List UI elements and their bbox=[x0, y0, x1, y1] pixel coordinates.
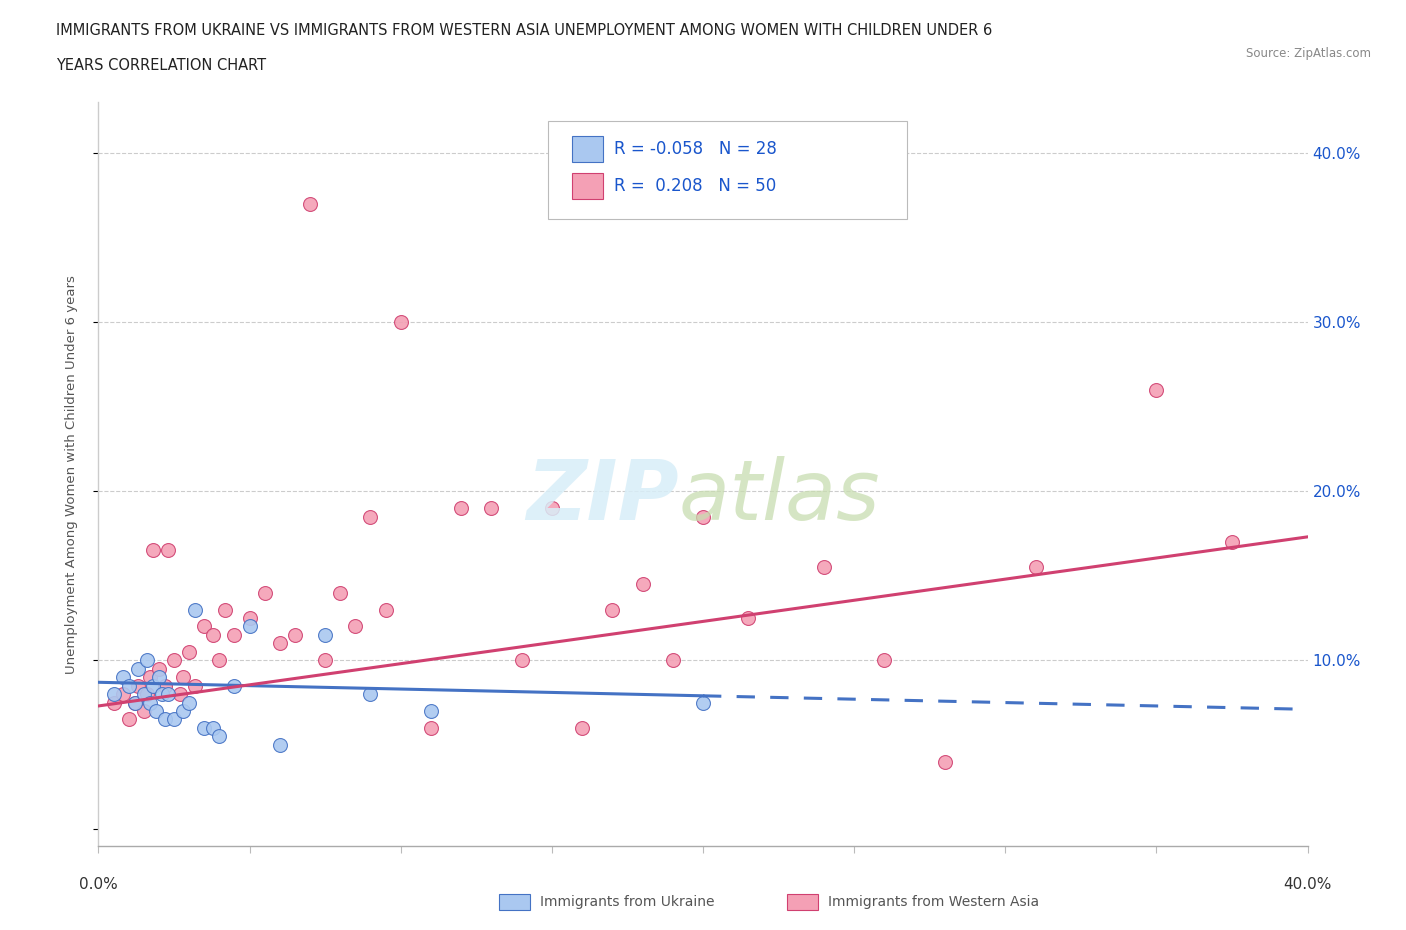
Point bbox=[184, 678, 207, 693]
Point bbox=[111, 670, 134, 684]
Point bbox=[360, 509, 382, 524]
Point bbox=[873, 653, 896, 668]
Point bbox=[172, 670, 194, 684]
Point bbox=[150, 686, 173, 701]
Point bbox=[118, 712, 141, 727]
Point bbox=[344, 619, 367, 634]
Point bbox=[269, 737, 291, 752]
Point bbox=[127, 678, 149, 693]
Point bbox=[813, 560, 835, 575]
Text: 40.0%: 40.0% bbox=[1284, 877, 1331, 892]
Text: 0.0%: 0.0% bbox=[79, 877, 118, 892]
Point bbox=[1144, 382, 1167, 397]
Point bbox=[540, 500, 562, 515]
Point bbox=[202, 628, 225, 643]
Point bbox=[163, 653, 186, 668]
Point bbox=[132, 686, 155, 701]
Point bbox=[156, 686, 179, 701]
Point bbox=[184, 602, 207, 617]
Text: R =  0.208   N = 50: R = 0.208 N = 50 bbox=[614, 177, 776, 195]
Text: Source: ZipAtlas.com: Source: ZipAtlas.com bbox=[1246, 46, 1371, 60]
Point bbox=[1220, 535, 1243, 550]
Point bbox=[420, 704, 443, 719]
Point bbox=[153, 678, 176, 693]
Point bbox=[179, 644, 201, 659]
Point bbox=[450, 500, 472, 515]
Text: Immigrants from Western Asia: Immigrants from Western Asia bbox=[828, 895, 1039, 910]
Point bbox=[481, 500, 503, 515]
Point bbox=[1024, 560, 1046, 575]
Point bbox=[631, 577, 654, 591]
Point bbox=[132, 704, 155, 719]
Point bbox=[224, 628, 246, 643]
Point bbox=[156, 543, 179, 558]
Text: atlas: atlas bbox=[679, 456, 880, 538]
Point bbox=[172, 704, 194, 719]
Point bbox=[208, 729, 231, 744]
Point bbox=[692, 509, 714, 524]
Point bbox=[329, 585, 352, 600]
Point bbox=[239, 619, 262, 634]
Point bbox=[253, 585, 276, 600]
Point bbox=[934, 754, 956, 769]
Point bbox=[214, 602, 236, 617]
Point bbox=[314, 628, 336, 643]
Text: ZIP: ZIP bbox=[526, 456, 679, 538]
Point bbox=[135, 653, 157, 668]
Text: Immigrants from Ukraine: Immigrants from Ukraine bbox=[540, 895, 714, 910]
Point bbox=[202, 721, 225, 736]
Point bbox=[193, 721, 215, 736]
Point bbox=[142, 543, 165, 558]
Point bbox=[314, 653, 336, 668]
Point bbox=[389, 314, 412, 329]
Point bbox=[163, 712, 186, 727]
Point bbox=[135, 686, 157, 701]
Point bbox=[148, 670, 170, 684]
Point bbox=[299, 196, 322, 211]
Text: YEARS CORRELATION CHART: YEARS CORRELATION CHART bbox=[56, 58, 266, 73]
Point bbox=[571, 721, 593, 736]
Point bbox=[142, 678, 165, 693]
Text: IMMIGRANTS FROM UKRAINE VS IMMIGRANTS FROM WESTERN ASIA UNEMPLOYMENT AMONG WOMEN: IMMIGRANTS FROM UKRAINE VS IMMIGRANTS FR… bbox=[56, 23, 993, 38]
Point bbox=[692, 695, 714, 710]
Point bbox=[224, 678, 246, 693]
Point bbox=[360, 686, 382, 701]
Point bbox=[127, 661, 149, 676]
Point bbox=[124, 695, 146, 710]
Point bbox=[124, 695, 146, 710]
Point bbox=[208, 653, 231, 668]
Point bbox=[602, 602, 624, 617]
Point bbox=[169, 686, 191, 701]
Point bbox=[193, 619, 215, 634]
Point bbox=[737, 611, 759, 626]
Text: R = -0.058   N = 28: R = -0.058 N = 28 bbox=[614, 140, 778, 158]
Point bbox=[139, 670, 162, 684]
Point bbox=[510, 653, 533, 668]
Point bbox=[103, 695, 125, 710]
Point bbox=[662, 653, 685, 668]
Point bbox=[374, 602, 396, 617]
Point bbox=[148, 661, 170, 676]
Point bbox=[239, 611, 262, 626]
Point bbox=[179, 695, 201, 710]
Point bbox=[111, 686, 134, 701]
Point bbox=[139, 695, 162, 710]
Point bbox=[103, 686, 125, 701]
Point bbox=[269, 636, 291, 651]
Y-axis label: Unemployment Among Women with Children Under 6 years: Unemployment Among Women with Children U… bbox=[65, 275, 77, 673]
Point bbox=[145, 704, 167, 719]
Point bbox=[153, 712, 176, 727]
Point bbox=[118, 678, 141, 693]
Point bbox=[420, 721, 443, 736]
Point bbox=[284, 628, 307, 643]
